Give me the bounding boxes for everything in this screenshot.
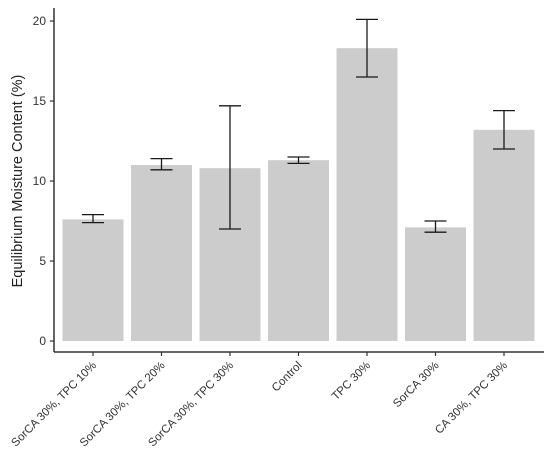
x-ticks-group: SorCA 30%, TPC 10%SorCA 30%, TPC 20%SorC… bbox=[9, 352, 510, 449]
y-ticks-group: 0 5 10 15 20 bbox=[33, 14, 54, 348]
error-bar bbox=[150, 157, 173, 171]
error-bars-group bbox=[82, 18, 515, 233]
y-tick-label: 10 bbox=[33, 174, 47, 188]
bar bbox=[62, 219, 124, 341]
error-bar bbox=[287, 156, 310, 165]
y-axis-title: Equilibrium Moisture Content (%) bbox=[10, 75, 26, 288]
y-tick-label: 5 bbox=[39, 254, 46, 268]
x-tick-label: Control bbox=[270, 360, 305, 395]
error-bar bbox=[424, 220, 447, 233]
bar bbox=[405, 227, 466, 341]
y-tick-label: 20 bbox=[33, 14, 47, 28]
x-tick-label: TPC 30% bbox=[330, 360, 373, 403]
bar bbox=[336, 48, 398, 341]
error-bar bbox=[493, 109, 515, 150]
y-tick-label: 15 bbox=[33, 94, 47, 108]
bar bbox=[473, 129, 535, 341]
x-tick-label: CA 30%, TPC 30% bbox=[433, 360, 510, 437]
error-bar bbox=[82, 213, 104, 224]
x-tick-label: SorCA 30% bbox=[391, 360, 442, 411]
error-bar bbox=[219, 105, 241, 230]
bar bbox=[131, 165, 192, 341]
error-bar bbox=[356, 18, 378, 78]
bar bbox=[268, 160, 329, 341]
bars-group bbox=[62, 48, 535, 341]
y-tick-label: 0 bbox=[39, 334, 46, 348]
